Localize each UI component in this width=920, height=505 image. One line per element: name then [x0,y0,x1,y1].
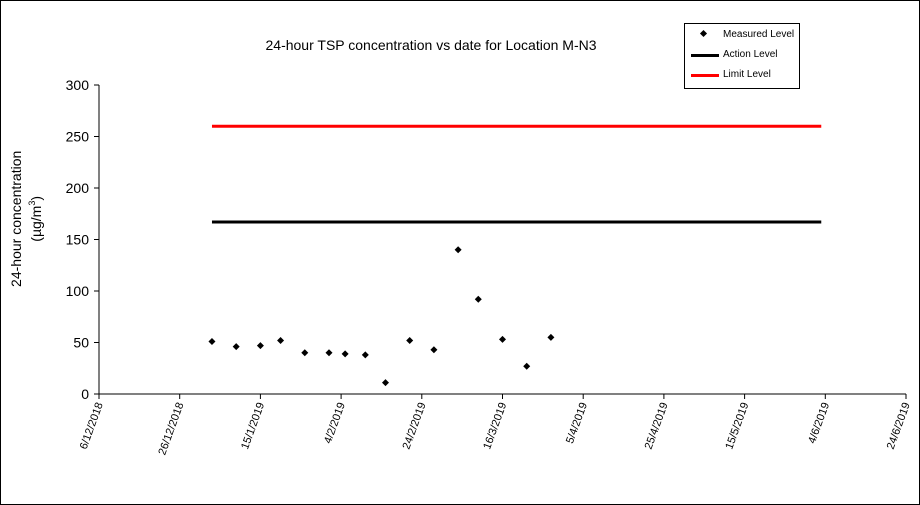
y-tick-label: 150 [66,232,90,248]
measured-point [361,351,369,359]
y-tick-label: 300 [66,77,90,93]
measured-point [341,350,349,358]
y-tick-label: 50 [73,335,89,351]
legend-item-measured: Measured Level [685,28,799,42]
measured-point [547,333,555,341]
y-tick-label: 200 [66,180,90,196]
measured-point [301,349,309,357]
measured-point [232,343,240,351]
legend-line-limit [691,74,719,77]
legend-line-action [691,54,719,57]
legend-label-limit: Limit Level [723,69,771,80]
x-tick-label: 4/6/2019 [806,401,832,445]
x-tick-label: 4/2/2019 [322,401,348,445]
measured-point [474,295,482,303]
legend-marker-diamond [699,29,708,38]
x-tick-label: 26/12/2018 [156,401,186,457]
y-tick-label: 0 [81,386,89,402]
measured-point [277,336,285,344]
measured-point [523,362,531,370]
y-tick-label: 100 [66,283,90,299]
legend-item-action: Action Level [685,48,799,62]
x-tick-label: 5/4/2019 [564,401,590,445]
x-tick-label: 16/3/2019 [481,401,509,451]
measured-point [406,336,414,344]
measured-point [499,335,506,343]
measured-point [256,342,264,350]
chart-title: 24-hour TSP concentration vs date for Lo… [265,37,597,53]
legend-label-measured: Measured Level [723,29,795,40]
legend-label-action: Action Level [723,49,778,60]
x-tick-label: 6/12/2018 [78,401,106,451]
x-tick-label: 15/1/2019 [239,401,267,451]
legend: Measured Level Action Level Limit Level [684,23,800,89]
measured-point [381,379,389,387]
x-tick-label: 24/6/2019 [885,401,913,451]
legend-item-limit: Limit Level [685,68,799,82]
measured-point [208,337,216,345]
measured-point [325,349,333,357]
y-tick-label: 250 [66,129,90,145]
x-tick-label: 25/4/2019 [643,401,671,451]
x-tick-label: 24/2/2019 [401,401,429,451]
measured-point [454,246,462,254]
x-tick-label: 15/5/2019 [723,401,751,451]
measured-point [430,346,438,354]
